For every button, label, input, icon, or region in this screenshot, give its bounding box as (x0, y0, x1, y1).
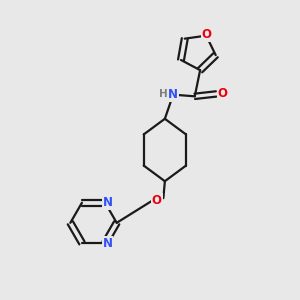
Text: H: H (159, 89, 167, 99)
Text: O: O (218, 87, 228, 101)
Text: O: O (152, 194, 162, 207)
Text: N: N (103, 196, 112, 208)
Text: N: N (168, 88, 178, 101)
Text: O: O (202, 28, 212, 41)
Text: N: N (103, 237, 112, 250)
